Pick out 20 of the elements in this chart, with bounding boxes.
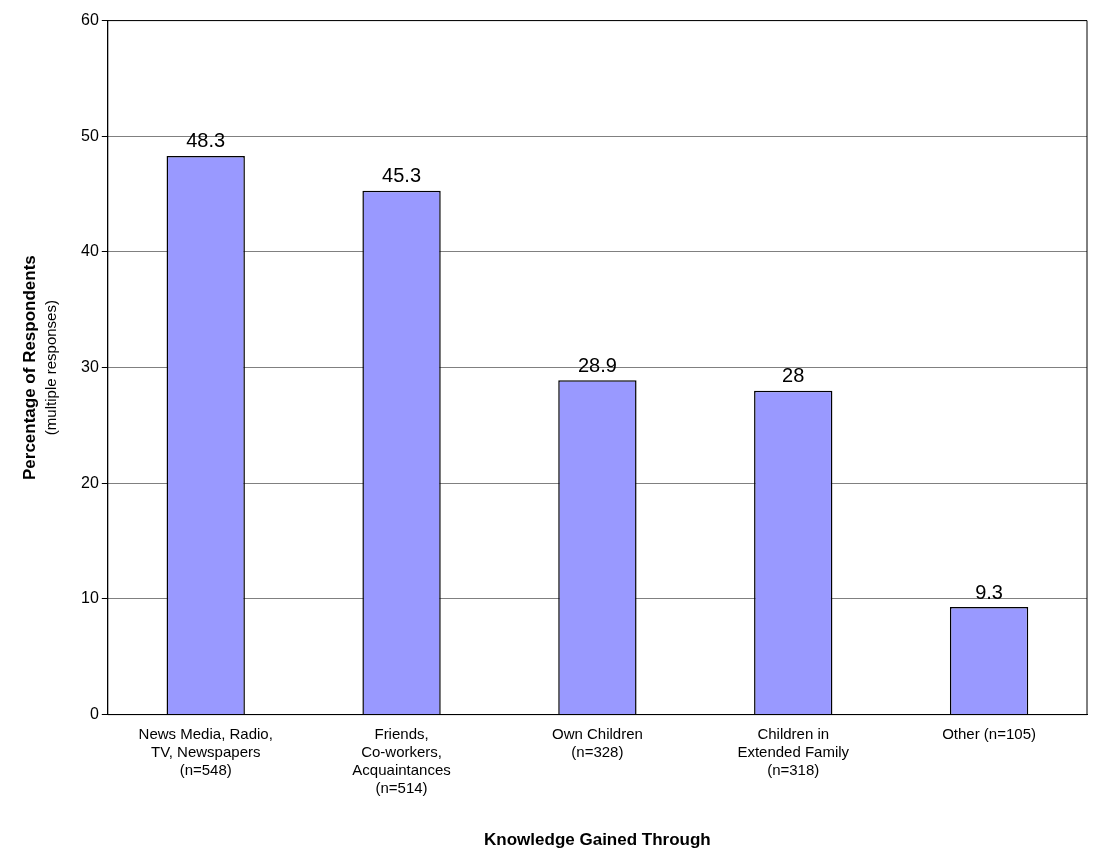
y-axis-title: Percentage of Respondents <box>19 255 39 481</box>
y-tick-label: 60 <box>81 11 99 29</box>
x-tick-label: News Media, Radio, TV, Newspapers (n=548) <box>138 724 273 778</box>
data-label: 45.3 <box>382 164 422 187</box>
y-tick-label: 40 <box>81 242 99 260</box>
data-label: 28.9 <box>577 353 617 376</box>
x-tick-label: Own Children (n=328) <box>551 724 643 760</box>
text: (multiple responses) <box>42 300 60 436</box>
x-axis-title: Knowledge Gained Through <box>484 830 711 850</box>
y-tick-label: 0 <box>89 705 99 723</box>
y-tick-label: 20 <box>81 473 99 491</box>
data-label: 9.3 <box>975 580 1003 603</box>
y-tick-label: 50 <box>81 126 99 144</box>
y-tick-label: 30 <box>81 358 99 376</box>
x-tick-label: Children in Extended Family (n=318) <box>737 724 850 778</box>
data-label: 48.3 <box>186 129 226 152</box>
x-tick-label: Other (n=105) <box>942 724 1036 742</box>
x-tick-label: Friends, Co-workers, Acquaintances (n=514) <box>352 724 451 796</box>
y-tick-label: 10 <box>81 589 99 607</box>
data-label: 28 <box>782 364 805 387</box>
